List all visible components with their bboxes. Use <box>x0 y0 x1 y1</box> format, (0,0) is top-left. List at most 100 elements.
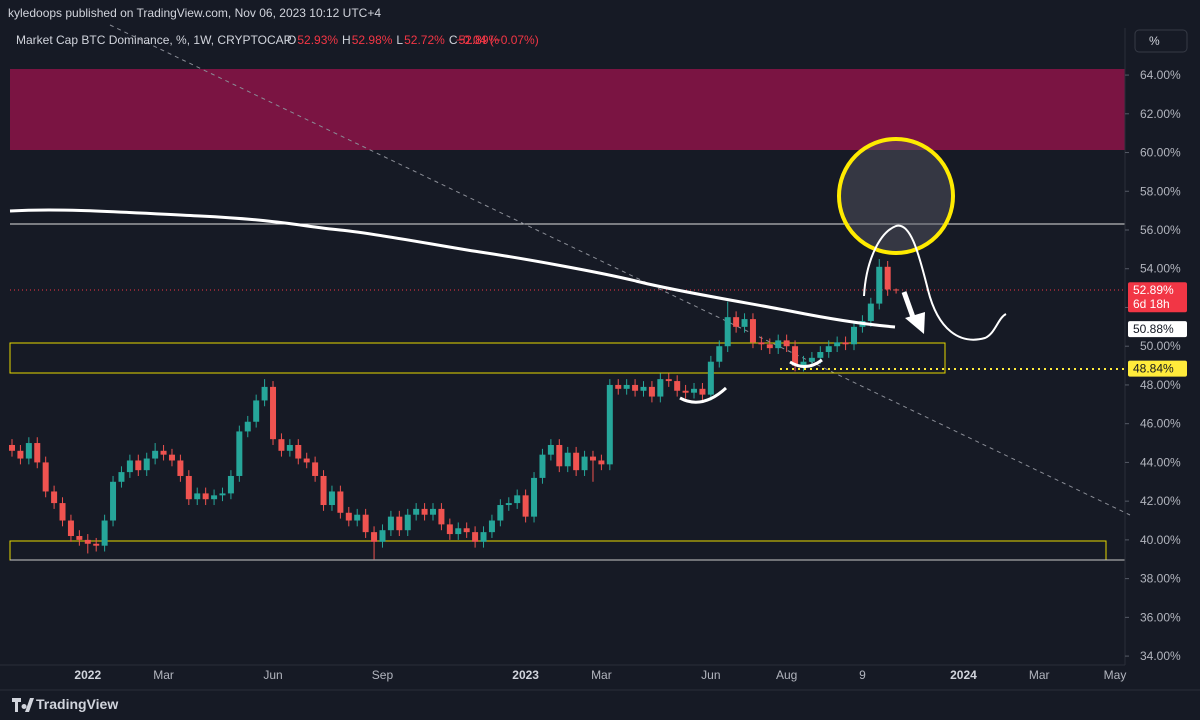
candle-body <box>84 539 91 544</box>
support-box <box>9 342 946 374</box>
candle-body <box>354 514 361 521</box>
candle-body <box>707 361 714 395</box>
candle-body <box>185 475 192 500</box>
candle-body <box>775 340 782 349</box>
candle-body <box>261 386 268 401</box>
candle-body <box>177 460 184 476</box>
candle-body <box>623 384 630 389</box>
candle-body <box>438 508 445 525</box>
candle-body <box>589 456 596 461</box>
target-circle <box>837 137 955 255</box>
ohlc-value: 52.93% <box>297 33 338 47</box>
y-tick-label: 36.00% <box>1140 610 1181 624</box>
candle-body <box>143 458 150 471</box>
publisher: kyledoops published on TradingView.com, … <box>8 6 381 20</box>
candle-body <box>286 444 293 451</box>
x-tick-label: 9 <box>859 668 866 682</box>
candle-body <box>371 532 378 542</box>
candle-body <box>101 520 108 546</box>
candle-body <box>472 532 479 542</box>
candle-body <box>691 388 698 393</box>
y-tick-label: 44.00% <box>1140 455 1181 469</box>
ohlc-key: O <box>287 33 296 47</box>
candle-body <box>194 493 201 500</box>
y-tick-label: 50.00% <box>1140 339 1181 353</box>
y-tick-label: 46.00% <box>1140 417 1181 431</box>
candle-body <box>615 384 622 389</box>
logo-icon <box>12 698 34 712</box>
candle-body <box>430 508 436 515</box>
ohlc-legend: O 52.93% H 52.98% L 52.72% C 52.89% <box>287 33 500 47</box>
candle-body <box>135 460 142 471</box>
x-tick-label: Jun <box>263 668 282 682</box>
candle-body <box>640 386 647 391</box>
x-tick-label: 2022 <box>74 668 101 682</box>
candle-body <box>59 503 66 521</box>
candle-body <box>514 495 521 504</box>
candle-body <box>758 342 765 345</box>
candle-body <box>699 388 706 395</box>
candle-body <box>741 319 748 327</box>
candle-body <box>573 452 580 471</box>
candle-body <box>337 491 344 513</box>
candle-body <box>808 357 815 362</box>
y-tick-label: 56.00% <box>1140 223 1181 237</box>
candle-body <box>25 443 32 459</box>
candle-body <box>749 319 756 343</box>
candle-body <box>295 444 302 459</box>
scale-button-label[interactable]: % <box>1149 34 1160 48</box>
candle-body <box>320 475 327 506</box>
candle-body <box>884 266 891 290</box>
candle-body <box>783 340 790 347</box>
candle-body <box>93 543 100 546</box>
candle-body <box>244 421 251 432</box>
y-tick-label: 60.00% <box>1140 146 1181 160</box>
candle-body <box>202 493 209 500</box>
hand-drawing <box>789 358 823 368</box>
x-tick-label: Mar <box>1029 668 1050 682</box>
price-badge <box>1128 321 1187 338</box>
y-tick-label: 38.00% <box>1140 572 1181 586</box>
ohlc-key: H <box>342 33 351 47</box>
y-tick-label: 54.00% <box>1140 262 1181 276</box>
logo: TradingView <box>36 696 118 712</box>
candle-body <box>42 462 49 492</box>
candle-body <box>876 266 883 304</box>
candle-body <box>497 505 504 521</box>
x-tick-label: Aug <box>776 668 797 682</box>
candle-body <box>67 520 74 537</box>
candle-body <box>800 361 807 366</box>
candle-body <box>581 456 588 471</box>
x-tick-label: May <box>1104 668 1127 682</box>
candle-body <box>851 326 857 345</box>
scale-button[interactable] <box>1134 29 1188 53</box>
ohlc-value: 52.98% <box>352 33 393 47</box>
candle-body <box>733 317 740 327</box>
candle-body <box>531 477 538 517</box>
ohlc-value: 52.72% <box>404 33 445 47</box>
y-tick-label: 42.00% <box>1140 494 1181 508</box>
candle-body <box>606 384 613 465</box>
candle-body <box>110 481 117 521</box>
candle-body <box>362 514 369 533</box>
moving-average <box>9 208 896 329</box>
candle-body <box>211 495 218 500</box>
candle-body <box>227 475 234 494</box>
candle-body <box>76 536 83 540</box>
ohlc-key: L <box>396 33 403 47</box>
candle-body <box>404 514 411 531</box>
ohlc-value: 52.89% <box>458 33 499 47</box>
candle-body <box>792 346 799 366</box>
symbol: Market Cap BTC Dominance, %, 1W, CRYPTOC… <box>16 33 292 47</box>
price-badge-label: 48.84% <box>1133 362 1174 376</box>
candle-body <box>253 400 260 422</box>
candle-body <box>278 439 285 451</box>
candle-body <box>674 381 681 391</box>
arrow <box>901 291 917 321</box>
y-tick-label: 64.00% <box>1140 68 1181 82</box>
x-tick-label: Sep <box>372 668 394 682</box>
candle-body <box>766 344 773 349</box>
candle-body <box>345 512 352 521</box>
